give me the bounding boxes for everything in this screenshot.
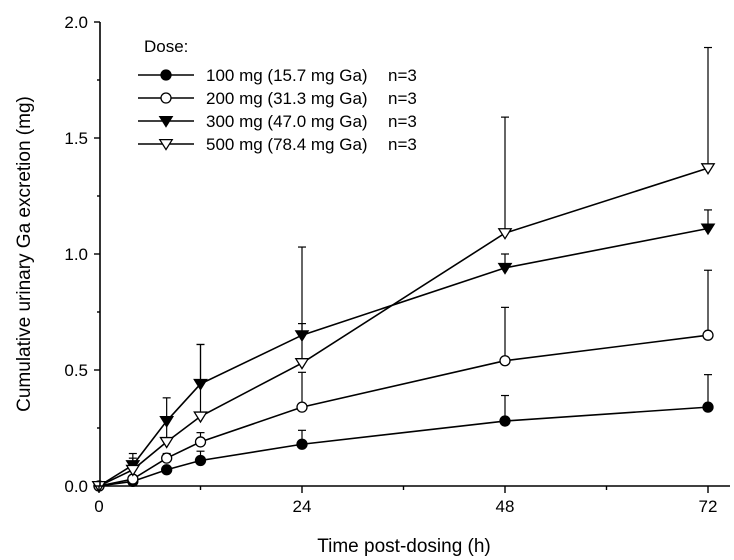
series-1 (93, 374, 714, 492)
legend-label: 500 mg (78.4 mg Ga) (206, 135, 368, 154)
data-point (296, 438, 308, 450)
data-point (499, 355, 511, 367)
legend-item-1: 100 mg (15.7 mg Ga) n=3 (138, 66, 417, 85)
y-tick-label: 0.0 (64, 477, 88, 496)
data-point (702, 401, 714, 413)
y-axis-title: Cumulative urinary Ga excretion (mg) (14, 96, 35, 412)
x-tick-label: 24 (293, 497, 312, 516)
plot-area (91, 46, 716, 493)
y-tick-label: 1.0 (64, 245, 88, 264)
data-point (158, 116, 174, 128)
data-point (497, 228, 513, 240)
legend-n-label: n=3 (388, 112, 417, 131)
data-point (125, 464, 141, 477)
series-line (98, 167, 709, 487)
legend-item-2: 200 mg (31.3 mg Ga) n=3 (138, 89, 417, 108)
data-point (160, 92, 172, 104)
x-tick-label: 72 (699, 497, 718, 516)
legend-n-label: n=3 (388, 89, 417, 108)
data-point (194, 436, 207, 448)
data-point (161, 464, 173, 476)
legend-n-label: n=3 (388, 135, 417, 154)
data-point (161, 452, 173, 464)
legend-title: Dose: (144, 37, 188, 56)
legend-label: 100 mg (15.7 mg Ga) (206, 66, 368, 85)
data-point (702, 329, 714, 341)
data-point (499, 415, 511, 427)
y-tick-label: 0.5 (64, 361, 88, 380)
data-point (700, 163, 716, 175)
series-2 (93, 269, 714, 492)
x-axis-title: Time post-dosing (h) (317, 536, 491, 557)
data-point (294, 358, 310, 370)
y-tick-label: 1.5 (64, 129, 88, 148)
legend-item-4: 500 mg (78.4 mg Ga) n=3 (138, 135, 417, 154)
legend-item-3: 300 mg (47.0 mg Ga) n=3 (138, 112, 417, 131)
data-point (158, 139, 174, 151)
ticks: 0.0 0.5 1.0 1.5 2.0 0 24 48 72 (64, 13, 717, 516)
data-point (193, 411, 208, 424)
x-tick-label: 48 (496, 497, 515, 516)
data-point (194, 454, 207, 467)
legend-n-label: n=3 (388, 66, 417, 85)
data-point (497, 262, 513, 275)
series-4 (91, 46, 716, 493)
data-point (159, 436, 175, 449)
data-point (296, 401, 308, 413)
data-point (700, 223, 716, 236)
legend-label: 200 mg (31.3 mg Ga) (206, 89, 368, 108)
legend-label: 300 mg (47.0 mg Ga) (206, 112, 368, 131)
data-point (160, 69, 172, 81)
y-tick-label: 2.0 (64, 13, 88, 32)
x-tick-label: 0 (94, 497, 103, 516)
